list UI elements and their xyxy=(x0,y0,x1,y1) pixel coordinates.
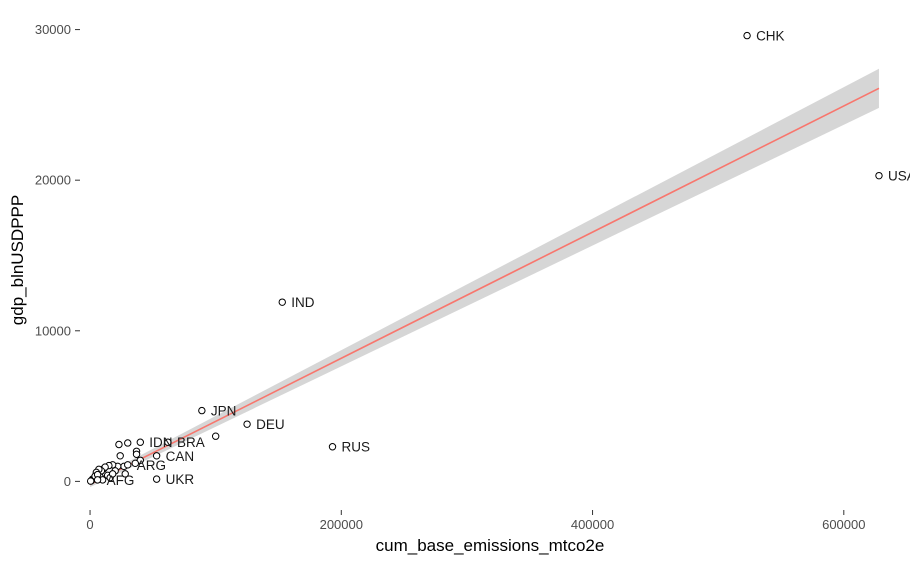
axes-layer: 0 10000 20000 30000 0 200000 400000 600000 xyxy=(35,22,866,532)
point-label: CHK xyxy=(756,29,785,44)
data-point xyxy=(124,461,132,469)
data-point xyxy=(108,470,117,478)
data-point xyxy=(115,440,123,449)
y-axis-title: gdp_blnUSDPPP xyxy=(8,195,27,325)
y-tick-label: 10000 xyxy=(35,323,71,338)
y-tick-label: 30000 xyxy=(35,22,71,37)
data-point xyxy=(93,476,102,484)
data-point xyxy=(164,438,172,446)
data-point xyxy=(131,459,139,468)
data-point xyxy=(136,438,145,446)
data-point xyxy=(198,406,206,415)
data-point xyxy=(132,450,141,458)
regression-line xyxy=(89,87,880,486)
point-label: IDN xyxy=(149,435,172,450)
data-point xyxy=(121,470,129,478)
data-point xyxy=(124,439,132,447)
point-label: UKR xyxy=(166,472,195,487)
data-point xyxy=(152,475,161,483)
data-point xyxy=(211,432,220,440)
data-point xyxy=(86,477,95,485)
point-label: AFG xyxy=(107,473,135,488)
points-layer xyxy=(86,31,883,485)
data-point xyxy=(243,420,251,428)
data-point xyxy=(152,452,161,460)
point-label: BRA xyxy=(177,435,205,450)
point-label: IND xyxy=(291,295,315,310)
x-tick-label: 200000 xyxy=(320,517,363,532)
y-tick-label: 0 xyxy=(64,474,71,489)
x-tick-label: 400000 xyxy=(571,517,614,532)
point-label: USA xyxy=(888,169,910,184)
regression-line-layer xyxy=(89,87,880,486)
point-label: RUS xyxy=(342,440,371,455)
point-label: ARG xyxy=(137,458,166,473)
point-label: CAN xyxy=(166,449,195,464)
x-tick-label: 600000 xyxy=(822,517,865,532)
data-point xyxy=(278,298,286,306)
y-tick-label: 20000 xyxy=(35,173,71,188)
data-point xyxy=(116,452,124,460)
x-tick-label: 0 xyxy=(86,517,93,532)
x-axis-title: cum_base_emissions_mtco2e xyxy=(376,536,605,555)
confidence-band xyxy=(90,68,879,488)
data-point xyxy=(328,443,337,451)
point-label: DEU xyxy=(256,417,285,432)
data-point xyxy=(743,31,751,40)
data-point xyxy=(875,171,883,180)
point-label: JPN xyxy=(211,404,237,419)
confidence-band-layer xyxy=(90,68,879,488)
